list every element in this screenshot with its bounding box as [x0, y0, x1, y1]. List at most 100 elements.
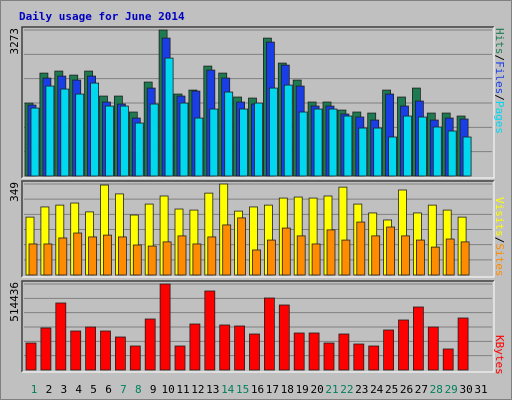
- bar: [252, 249, 261, 276]
- bar: [43, 243, 53, 276]
- bar: [388, 136, 398, 177]
- bar: [373, 127, 383, 177]
- x-tick-label: 6: [105, 383, 112, 396]
- panel-border: [22, 281, 495, 373]
- bar: [254, 102, 263, 177]
- bar: [457, 317, 469, 371]
- bar: [338, 333, 350, 371]
- bar: [164, 57, 174, 177]
- bar: [40, 327, 52, 371]
- bar: [371, 235, 381, 276]
- bar: [234, 325, 246, 371]
- x-tick-label: 28: [430, 383, 443, 396]
- bar: [401, 235, 410, 276]
- bar: [174, 345, 186, 371]
- bar: [266, 239, 276, 276]
- bar: [58, 237, 68, 276]
- bar: [120, 105, 129, 177]
- bar: [209, 108, 219, 177]
- bar: [219, 324, 231, 371]
- bar: [55, 302, 67, 371]
- x-tick-label: 13: [206, 383, 219, 396]
- x-tick-label: 24: [370, 383, 384, 396]
- panel-border: [21, 180, 494, 277]
- bar: [442, 348, 454, 371]
- bar: [45, 85, 55, 177]
- bar: [85, 326, 96, 371]
- x-tick-label: 14: [221, 383, 235, 396]
- panel-border: [21, 26, 494, 178]
- bar: [129, 345, 141, 371]
- bar: [298, 111, 308, 177]
- bar: [88, 236, 97, 276]
- bar: [192, 243, 202, 276]
- bar: [105, 105, 114, 177]
- bar: [308, 332, 320, 371]
- bar: [356, 221, 366, 276]
- bar: [293, 332, 305, 371]
- x-tick-label: 30: [459, 383, 472, 396]
- legend: Hits/Files/Pages: [493, 28, 506, 134]
- bar: [368, 345, 380, 371]
- bar: [118, 236, 127, 276]
- bar: [462, 136, 472, 177]
- bar: [147, 245, 157, 276]
- bar: [412, 306, 424, 371]
- bar: [281, 227, 291, 276]
- x-tick-label: 1: [31, 383, 38, 396]
- bar: [296, 235, 306, 276]
- bar: [177, 235, 187, 276]
- bar: [75, 93, 85, 177]
- x-tick-label: 4: [75, 383, 82, 396]
- bar: [159, 283, 171, 371]
- x-tick-label: 27: [415, 383, 428, 396]
- y-tick-label: 349: [8, 182, 21, 202]
- x-tick-label: 15: [236, 383, 249, 396]
- bar: [249, 333, 260, 371]
- bar: [445, 238, 455, 276]
- bar: [343, 115, 353, 177]
- bar: [28, 243, 38, 276]
- chart-title: Daily usage for June 2014: [19, 10, 185, 23]
- x-tick-label: 21: [325, 383, 338, 396]
- bar: [204, 290, 216, 371]
- bar: [263, 297, 275, 371]
- bar: [194, 117, 204, 177]
- x-tick-label: 25: [385, 383, 398, 396]
- legend: KBytes: [493, 335, 506, 375]
- legend-entry: Hits: [493, 28, 506, 55]
- legend-separator: /: [493, 55, 506, 62]
- x-tick-label: 11: [176, 383, 189, 396]
- panel-border: [22, 27, 495, 179]
- bar: [115, 336, 126, 371]
- bar: [70, 330, 82, 371]
- x-tick-label: 18: [281, 383, 294, 396]
- bar: [30, 107, 40, 177]
- bar: [268, 87, 278, 177]
- bar: [278, 304, 290, 371]
- bar: [100, 330, 111, 371]
- x-tick-label: 20: [310, 383, 323, 396]
- bar: [90, 82, 99, 177]
- legend-entry: Visits: [493, 197, 506, 237]
- legend: Visits/Sites: [493, 197, 506, 277]
- panel-border: [22, 181, 495, 278]
- bar: [103, 234, 112, 276]
- legend-separator: /: [493, 237, 506, 244]
- bar: [353, 343, 365, 371]
- legend-entry: Sites: [493, 243, 506, 276]
- y-tick-label: 514436: [8, 282, 21, 322]
- x-tick-label: 5: [90, 383, 97, 396]
- bar: [328, 108, 338, 177]
- x-tick-label: 29: [445, 383, 458, 396]
- bar: [460, 241, 470, 276]
- bar: [73, 232, 83, 276]
- panel-border: [21, 280, 494, 372]
- bar: [149, 103, 159, 177]
- x-tick-label: 10: [161, 383, 174, 396]
- legend-entry: Pages: [493, 101, 506, 134]
- bar: [447, 130, 457, 177]
- legend-entry: Files: [493, 61, 506, 94]
- x-tick-label: 12: [191, 383, 204, 396]
- bar: [417, 116, 427, 177]
